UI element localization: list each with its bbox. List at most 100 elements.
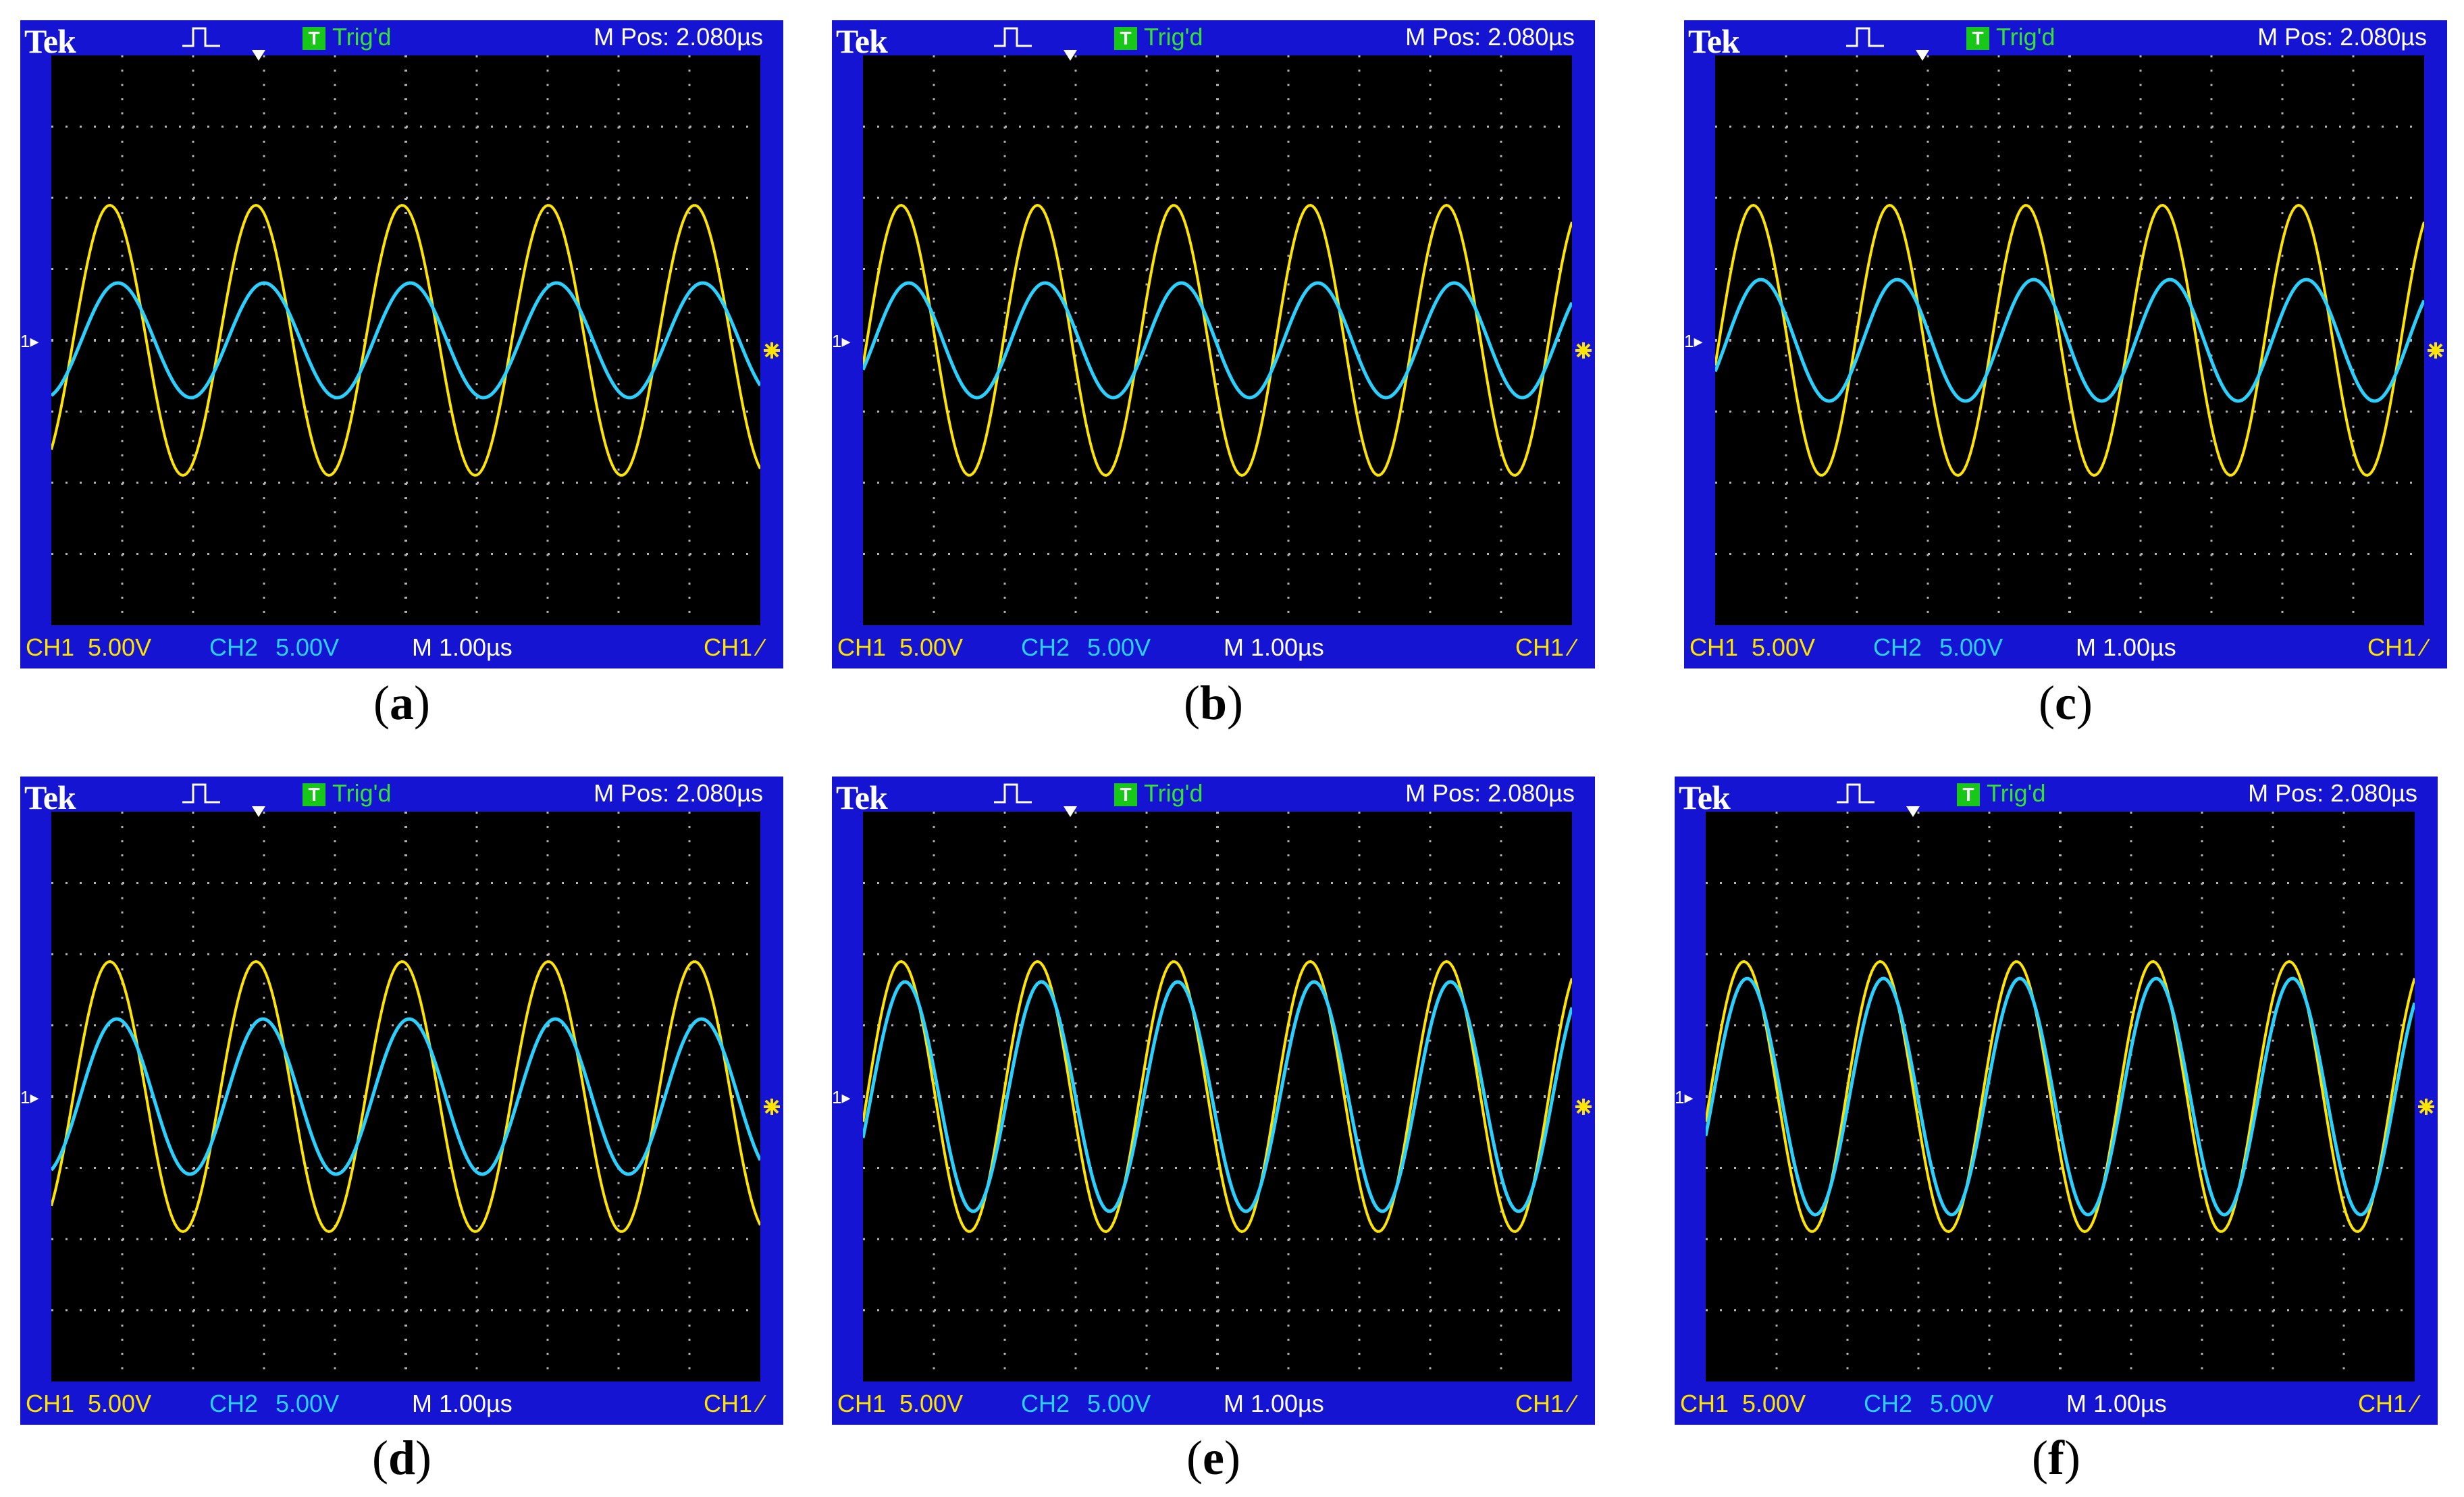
ground-level-marker-icon: 1▸ [20,1087,39,1107]
ch1-scale: 5.00V [88,1390,152,1417]
trigger-level-marker-icon [2428,342,2444,359]
trigger-source: CH1 ∕ [2357,1390,2417,1417]
ch2-label: CH2 [209,1390,259,1417]
ch2-scale: 5.00V [1939,633,2003,661]
ch2-trace [51,1017,760,1176]
trigger-position-arrow-icon [252,50,265,61]
trigger-source: CH1 ∕ [703,633,763,661]
horizontal-position: M Pos: 2.080µs [1405,779,1575,807]
trigger-badge: T [303,27,325,50]
timebase: M 1.00µs [1224,1390,1324,1417]
trigger-badge: T [1114,27,1137,50]
ground-level-marker-icon: 1▸ [20,331,39,351]
ch1-trace [863,203,1572,477]
brand-logo: Tek [24,779,76,816]
status-bar: Tek T Trig'd M Pos: 2.080µs [20,20,783,60]
panel-caption-c: (c) [1684,675,2447,731]
trigger-position-arrow-icon [1064,50,1077,61]
caption-close: ) [415,1431,431,1485]
ch1-trace [51,203,760,477]
channel-settings-bar: CH1 5.00V CH2 5.00V M 1.00µs CH1 ∕ [832,625,1595,668]
ch2-trace [863,980,1572,1213]
trigger-position-arrow-icon [1906,806,1920,817]
trigger-position-arrow-icon [1916,50,1929,61]
acquire-pulse-icon [182,27,220,47]
brand-logo: Tek [1679,779,1731,816]
caption-open: ( [371,1431,388,1485]
status-bar: Tek T Trig'd M Pos: 2.080µs [20,777,783,816]
channel-settings-bar: CH1 5.00V CH2 5.00V M 1.00µs CH1 ∕ [20,625,783,668]
waveform-display [863,55,1572,625]
caption-open: ( [1183,676,1200,730]
panel-caption-f: (f) [1675,1430,2438,1486]
timebase: M 1.00µs [412,633,513,661]
acquire-pulse-icon [994,27,1032,47]
ch2-label: CH2 [1021,1390,1070,1417]
brand-logo: Tek [836,22,888,60]
ch1-scale: 5.00V [88,633,152,661]
caption-letter: e [1203,1431,1224,1485]
ch2-trace [51,281,760,400]
graticule [51,55,760,625]
ch2-trace [1706,976,2415,1217]
ground-level-marker-icon: 1▸ [1675,1087,1694,1107]
traces [863,203,1572,477]
ground-level-marker-icon: 1▸ [1684,331,1703,351]
caption-letter: b [1199,676,1228,730]
ch1-trace [1715,203,2424,477]
status-bar: Tek T Trig'd M Pos: 2.080µs [1675,777,2438,816]
ch2-scale: 5.00V [1930,1390,1994,1417]
status-bar: Tek T Trig'd M Pos: 2.080µs [1684,20,2447,60]
channel-settings-bar: CH1 5.00V CH2 5.00V M 1.00µs CH1 ∕ [1675,1382,2438,1425]
trigger-status: Trig'd [1144,23,1203,51]
ch1-trace [1706,960,2415,1234]
acquire-pulse-icon [994,783,1032,804]
waveform-display [51,55,760,625]
trigger-badge: T [1114,783,1137,806]
trigger-position-arrow-icon [252,806,265,817]
trigger-position-arrow-icon [1064,806,1077,817]
ch2-trace [863,281,1572,400]
caption-open: ( [1186,1431,1203,1485]
caption-letter: a [390,676,414,730]
horizontal-position: M Pos: 2.080µs [2257,23,2427,51]
horizontal-position: M Pos: 2.080µs [2248,779,2417,807]
horizontal-position: M Pos: 2.080µs [594,779,763,807]
trigger-badge: T [1966,27,1989,50]
ground-level-marker-icon: 1▸ [832,331,851,351]
brand-logo: Tek [836,779,888,816]
panel-caption-a: (a) [20,675,783,731]
ch1-label: CH1 [837,633,887,661]
trigger-status: Trig'd [332,23,392,51]
caption-close: ) [1224,1431,1240,1485]
ch2-scale: 5.00V [276,1390,340,1417]
ch1-scale: 5.00V [899,1390,964,1417]
ch1-label: CH1 [1680,1390,1729,1417]
oscilloscope-screenshot-c: Tek T Trig'd M Pos: 2.080µs 1▸ CH1 5.00V… [1684,20,2447,668]
graticule [51,812,760,1382]
trigger-badge: T [1957,783,1980,806]
trigger-status: Trig'd [332,779,392,807]
caption-close: ) [1227,676,1243,730]
oscilloscope-screenshot-a: Tek T Trig'd M Pos: 2.080µs 1▸ CH1 5.00V… [20,20,783,668]
timebase: M 1.00µs [412,1390,513,1417]
panel-caption-b: (b) [832,675,1595,731]
horizontal-position: M Pos: 2.080µs [1405,23,1575,51]
acquire-pulse-icon [182,783,220,804]
trigger-source: CH1 ∕ [2367,633,2427,661]
oscilloscope-screenshot-e: Tek T Trig'd M Pos: 2.080µs 1▸ CH1 5.00V… [832,777,1595,1425]
channel-settings-bar: CH1 5.00V CH2 5.00V M 1.00µs CH1 ∕ [20,1382,783,1425]
trigger-source: CH1 ∕ [1515,633,1575,661]
caption-close: ) [2076,676,2093,730]
acquire-pulse-icon [1837,783,1875,804]
ch1-trace [863,960,1572,1234]
channel-settings-bar: CH1 5.00V CH2 5.00V M 1.00µs CH1 ∕ [832,1382,1595,1425]
ch2-scale: 5.00V [276,633,340,661]
ch1-scale: 5.00V [899,633,964,661]
trigger-status: Trig'd [1144,779,1203,807]
trigger-level-marker-icon [764,1099,780,1115]
status-bar: Tek T Trig'd M Pos: 2.080µs [832,20,1595,60]
horizontal-position: M Pos: 2.080µs [594,23,763,51]
ch2-scale: 5.00V [1087,1390,1151,1417]
oscilloscope-screenshot-b: Tek T Trig'd M Pos: 2.080µs 1▸ CH1 5.00V… [832,20,1595,668]
